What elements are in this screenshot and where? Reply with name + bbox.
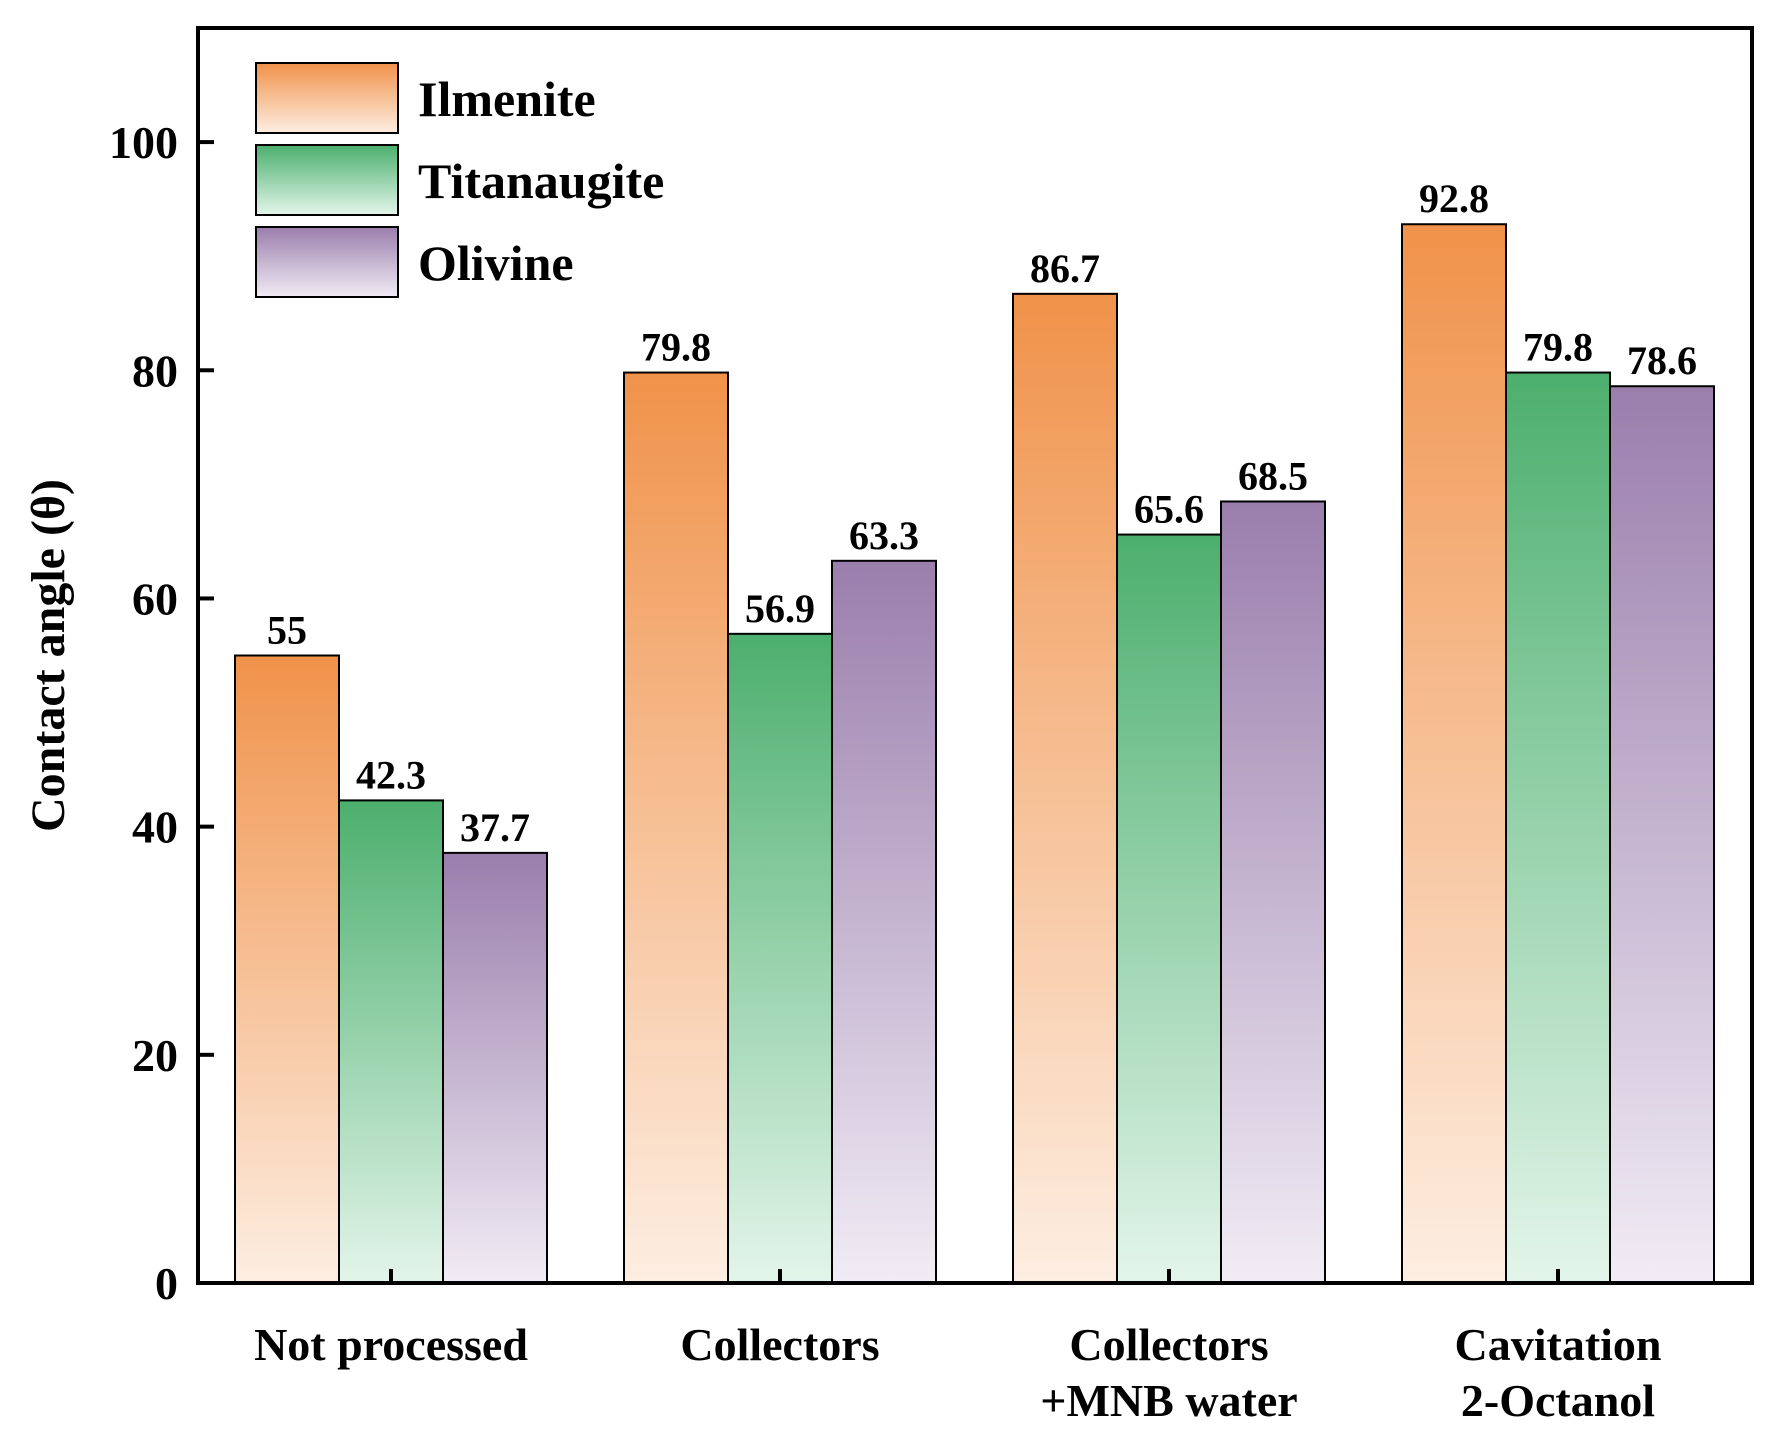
- y-tick-label-80: 80: [132, 345, 178, 396]
- x-category-line: Cavitation: [1455, 1319, 1662, 1370]
- bar-ilmenite-cavitation-2-octanol: [1401, 223, 1507, 1285]
- x-category-line: Collectors: [680, 1319, 879, 1370]
- legend-label-ilmenite: Ilmenite: [418, 71, 596, 127]
- plot-frame: [196, 26, 1754, 1285]
- bars-layer: [234, 223, 1715, 1285]
- value-label-olivine-not-processed: 37.7: [460, 805, 530, 850]
- bar-olivine-collectors: [831, 559, 937, 1284]
- value-label-titanaugite-not-processed: 42.3: [356, 752, 426, 797]
- y-tick-label-60: 60: [132, 573, 178, 624]
- legend-swatch-titanaugite: [255, 144, 399, 216]
- y-tick-label-20: 20: [132, 1030, 178, 1081]
- value-label-ilmenite-not-processed: 55: [267, 608, 307, 653]
- bar-titanaugite-cavitation-2-octanol: [1505, 371, 1611, 1284]
- value-label-titanaugite-collectors: 56.9: [745, 586, 815, 631]
- bar-olivine-not-processed: [442, 851, 548, 1284]
- bar-titanaugite-collectors: [727, 632, 833, 1284]
- value-label-titanaugite-collectors-mnb-water: 65.6: [1134, 487, 1204, 532]
- value-label-ilmenite-collectors: 79.8: [641, 325, 711, 370]
- bar-ilmenite-collectors: [623, 371, 729, 1284]
- legend-label-olivine: Olivine: [418, 235, 574, 291]
- legend: Ilmenite Titanaugite Olivine: [255, 62, 664, 298]
- bar-ilmenite-not-processed: [234, 654, 340, 1284]
- x-category-line: Collectors: [1069, 1319, 1268, 1370]
- y-tick-label-40: 40: [132, 802, 178, 853]
- bar-titanaugite-not-processed: [338, 799, 444, 1284]
- legend-label-titanaugite: Titanaugite: [418, 153, 664, 209]
- x-category-label-not-processed: Not processed: [254, 1319, 528, 1370]
- bar-olivine-cavitation-2-octanol: [1609, 385, 1715, 1284]
- x-category-line: +MNB water: [1040, 1375, 1297, 1426]
- x-category-label-collectors: Collectors: [680, 1319, 879, 1370]
- value-label-olivine-collectors: 63.3: [849, 513, 919, 558]
- value-label-ilmenite-cavitation-2-octanol: 92.8: [1419, 176, 1489, 221]
- value-label-titanaugite-cavitation-2-octanol: 79.8: [1523, 325, 1593, 370]
- bar-olivine-collectors-mnb-water: [1220, 500, 1326, 1284]
- value-label-olivine-cavitation-2-octanol: 78.6: [1627, 338, 1697, 383]
- legend-swatch-ilmenite: [255, 62, 399, 134]
- value-label-olivine-collectors-mnb-water: 68.5: [1238, 453, 1308, 498]
- bar-titanaugite-collectors-mnb-water: [1116, 533, 1222, 1284]
- value-label-ilmenite-collectors-mnb-water: 86.7: [1030, 246, 1100, 291]
- value-labels-layer: 55 42.3 37.7 79.8 56.9 63.3 86.7 65.6 68.5 92.8 79…: [267, 176, 1697, 850]
- legend-swatch-olivine: [255, 226, 399, 298]
- x-category-label-cavitation-2-octanol: Cavitation 2-Octanol: [1455, 1319, 1662, 1426]
- x-category-line: Not processed: [254, 1319, 528, 1370]
- x-category-line: 2-Octanol: [1461, 1375, 1655, 1426]
- bar-ilmenite-collectors-mnb-water: [1012, 292, 1118, 1284]
- y-tick-label-100: 100: [109, 117, 178, 168]
- y-tick-label-0: 0: [155, 1258, 178, 1309]
- y-axis-title: Contact angle (θ): [22, 479, 75, 832]
- x-category-label-collectors-mnb-water: Collectors +MNB water: [1040, 1319, 1297, 1426]
